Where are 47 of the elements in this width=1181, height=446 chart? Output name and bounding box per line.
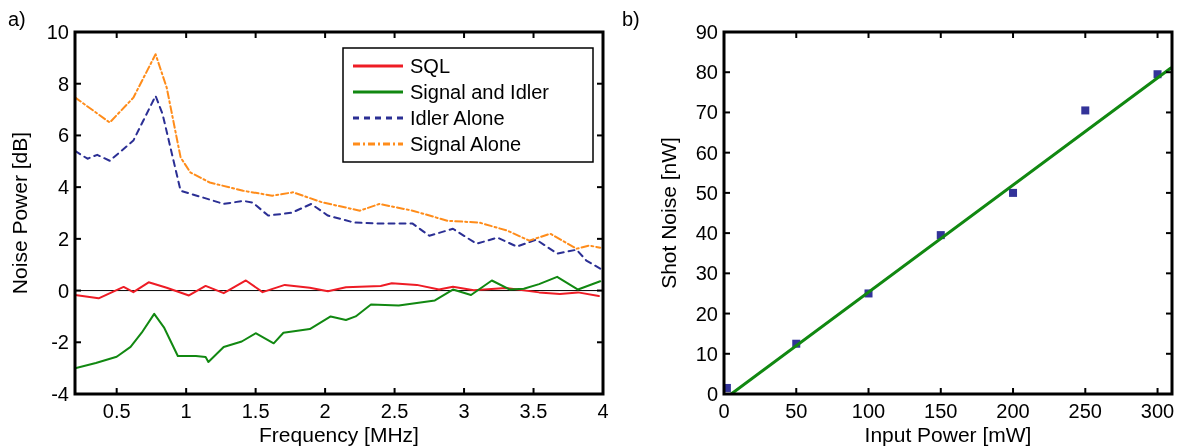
- line-series: [75, 275, 602, 370]
- y-tick-label: 10: [46, 21, 69, 43]
- point: [1009, 188, 1018, 197]
- y-tick-label: 4: [57, 176, 69, 199]
- y-tick-label: 6: [57, 124, 69, 147]
- y-axis-title: Noise Power [dB]: [8, 131, 31, 295]
- x-tick-label: 250: [1068, 400, 1102, 422]
- legend-label: SQL: [410, 55, 451, 77]
- x-axis-title: Input Power [mW]: [864, 423, 1032, 446]
- y-tick-label: 30: [695, 262, 718, 285]
- y-tick-label: 8: [57, 72, 69, 95]
- line-series: [75, 279, 600, 300]
- y-tick-label: -4: [51, 383, 69, 405]
- x-tick-label: 200: [996, 400, 1030, 422]
- y-tick-label: -2: [51, 331, 69, 354]
- x-tick-label: 1.5: [241, 400, 270, 422]
- y-tick-label: 20: [695, 302, 718, 325]
- y-tick-label: 90: [695, 21, 718, 43]
- y-tick-label: 60: [695, 141, 718, 164]
- x-tick-label: 1: [180, 400, 192, 422]
- legend-label: Signal and Idler: [410, 81, 550, 103]
- x-tick-label: 300: [1140, 400, 1175, 422]
- chart-title: b): [622, 8, 640, 30]
- x-tick-label: 50: [785, 400, 808, 422]
- y-tick-label: 40: [695, 222, 718, 245]
- chart-title: a): [8, 8, 26, 30]
- y-tick-label: 0: [706, 383, 718, 405]
- point: [1081, 106, 1090, 115]
- x-tick-label: 0.5: [102, 400, 131, 422]
- legend-label: Idler Alone: [410, 107, 505, 129]
- y-tick-label: 0: [57, 279, 69, 302]
- x-tick-label: 100: [851, 400, 886, 422]
- x-tick-label: 2: [319, 400, 331, 422]
- y-tick-label: 2: [57, 227, 69, 250]
- line-series: [75, 53, 602, 250]
- y-tick-label: 80: [695, 61, 718, 84]
- y-tick-label: 10: [695, 342, 718, 365]
- x-tick-label: 2.5: [380, 400, 409, 422]
- x-tick-label: 3: [458, 400, 470, 422]
- legend-label: Signal Alone: [410, 133, 522, 155]
- x-tick-label: 4: [597, 400, 609, 422]
- x-axis-title: Frequency [MHz]: [259, 423, 419, 446]
- y-axis-title: Shot Noise [nW]: [657, 137, 680, 289]
- y-tick-label: 50: [695, 181, 718, 204]
- y-tick-label: 70: [695, 101, 718, 124]
- x-tick-label: 150: [924, 400, 958, 422]
- x-tick-label: 3.5: [519, 400, 548, 422]
